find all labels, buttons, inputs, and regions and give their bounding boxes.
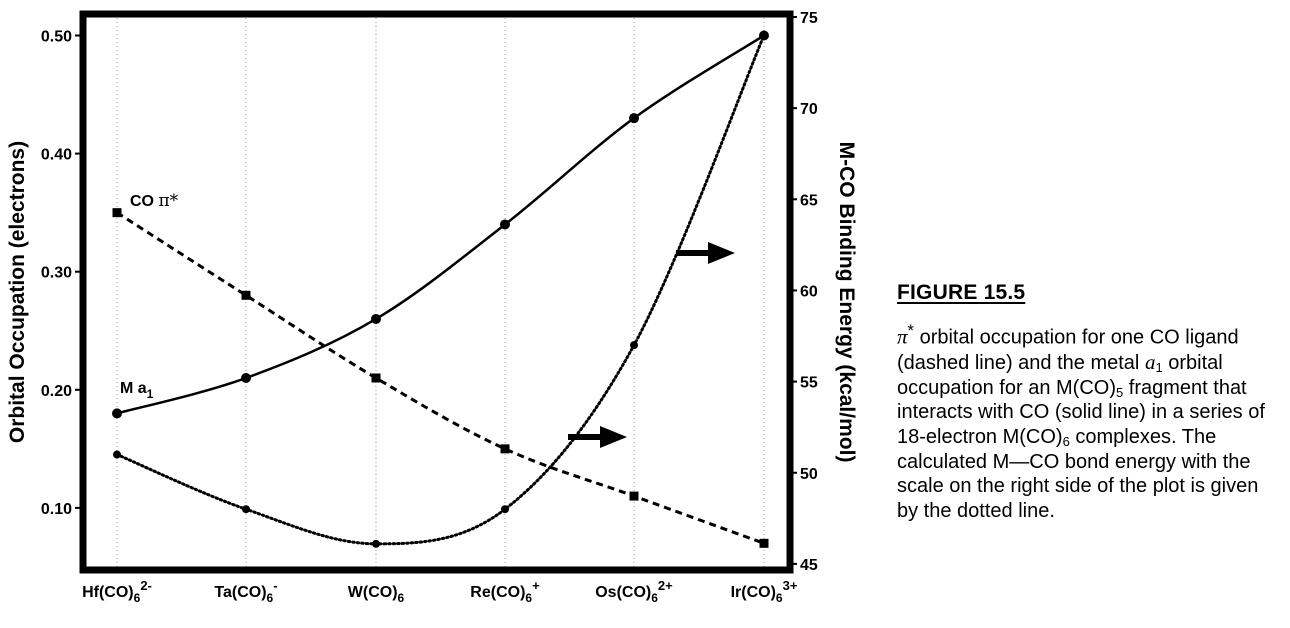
x-axis-tick-labels: Hf(CO)62- Ta(CO)6- W(CO)6 Re(CO)6+ Os(CO)62+… xyxy=(82,578,798,605)
figure-title: FIGURE 15.5 xyxy=(897,281,1026,304)
series-0-point-3 xyxy=(500,444,510,454)
left-axis-title: Orbital Occupation (electrons) xyxy=(6,141,29,443)
right-axis-title: M-CO Binding Energy (kcal/mol) xyxy=(835,142,858,463)
x-tick-label-1: Ta(CO)6- xyxy=(214,578,277,605)
right-tick-label-1: 50 xyxy=(800,466,818,483)
series-2-point-2 xyxy=(372,539,380,548)
series-1-point-2 xyxy=(371,313,381,324)
left-tick-label-0: 0.10 xyxy=(41,501,72,518)
series-0-point-0 xyxy=(112,208,122,218)
right-axis-ticks: 45 50 55 60 65 70 75 xyxy=(790,10,818,574)
data-series xyxy=(112,30,769,548)
series-1-point-1 xyxy=(241,372,251,383)
x-tick-label-4: Os(CO)62+ xyxy=(595,578,673,605)
series-2-point-4 xyxy=(630,341,638,350)
arrows xyxy=(568,242,735,448)
x-tick-label-5: Ir(CO)63+ xyxy=(731,578,798,605)
left-tick-label-3: 0.40 xyxy=(41,147,72,164)
series-0-point-1 xyxy=(241,290,251,300)
figure-caption: FIGURE 15.5 π* orbital occupation for on… xyxy=(897,281,1282,523)
arrow-right-icon-0 xyxy=(676,242,735,264)
right-tick-label-0: 45 xyxy=(800,557,818,574)
x-tick-label-3: Re(CO)6+ xyxy=(470,578,540,605)
right-tick-label-4: 65 xyxy=(800,192,818,209)
series-0-line xyxy=(116,211,765,545)
series-1-point-0 xyxy=(112,408,122,419)
series-0-point-2 xyxy=(371,373,381,383)
series-1-point-3 xyxy=(500,219,510,230)
series-2-point-1 xyxy=(242,505,250,514)
series-1-line xyxy=(116,34,765,415)
left-axis-ticks: 0.10 0.20 0.30 0.40 0.50 xyxy=(41,29,83,518)
co-pi-label: CO π* xyxy=(130,191,179,211)
left-tick-label-4: 0.50 xyxy=(41,29,72,46)
right-tick-label-3: 60 xyxy=(800,283,818,300)
vertical-gridlines xyxy=(116,14,765,570)
series-2-point-0 xyxy=(113,450,121,459)
series-2-point-3 xyxy=(501,505,509,514)
series-2-line xyxy=(115,33,766,546)
series-0-point-5 xyxy=(759,538,769,548)
x-tick-label-0: Hf(CO)62- xyxy=(82,578,152,605)
right-tick-label-6: 75 xyxy=(800,10,818,27)
arrow-right-icon-1 xyxy=(568,426,627,448)
left-tick-label-1: 0.20 xyxy=(41,383,72,400)
x-tick-label-2: W(CO)6 xyxy=(348,584,405,605)
caption-text: π* orbital occupation for one CO ligand … xyxy=(897,321,1265,522)
m-a1-label: M a1 xyxy=(120,380,154,401)
left-tick-label-2: 0.30 xyxy=(41,265,72,282)
series-2-point-5 xyxy=(760,31,768,40)
right-tick-label-2: 55 xyxy=(800,375,818,392)
right-tick-label-5: 70 xyxy=(800,101,818,118)
chart: 0.10 0.20 0.30 0.40 0.50 45 50 55 60 65 70 75 Hf(C… xyxy=(6,10,858,605)
plot-frame xyxy=(79,10,794,574)
series-1-point-4 xyxy=(629,113,639,124)
series-0-point-4 xyxy=(629,491,639,501)
